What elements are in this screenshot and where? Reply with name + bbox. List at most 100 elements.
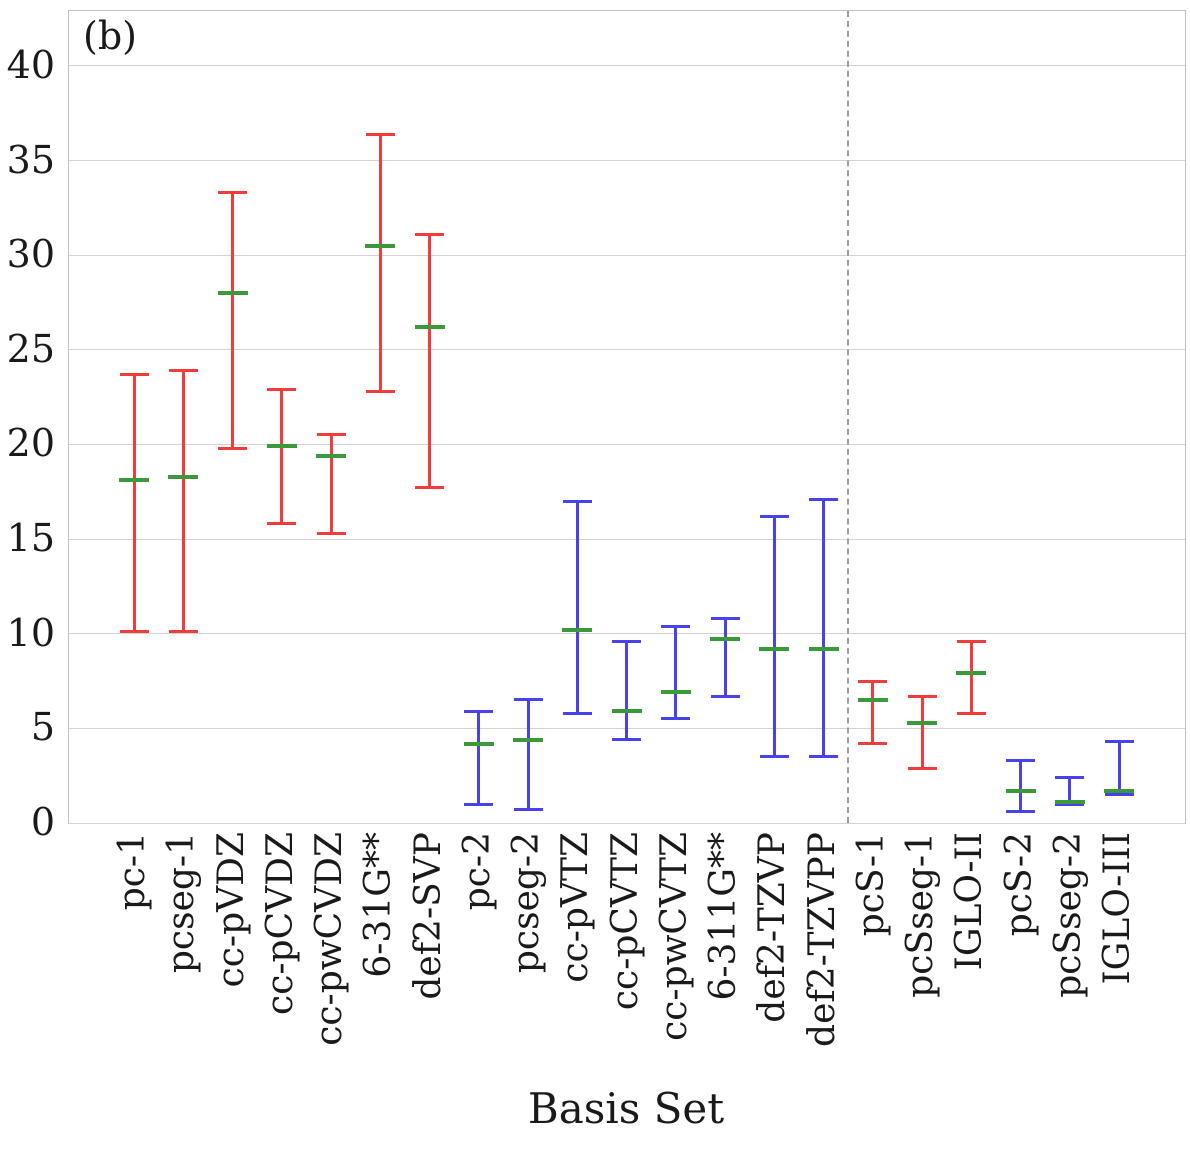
x-axis-title: Basis Set [527,1084,725,1133]
y-tick-label-25: 25 [6,326,55,371]
mean-marker [513,737,543,742]
errorbar-line [723,618,727,697]
errorbar-cap-bottom [710,694,740,698]
errorbar-cap-bottom [809,755,838,759]
mean-marker [463,741,494,746]
errorbar-cap-top [907,694,937,698]
errorbar-cap-bottom [956,711,986,715]
errorbar-line [871,681,875,744]
errorbar-cap-bottom [464,802,494,806]
gridline-y-10 [69,633,1185,635]
errorbar-cap-top [858,679,888,683]
errorbar-cap-top [365,132,395,136]
errorbar-cap-bottom [267,522,297,526]
errorbar-cap-top [464,709,494,713]
errorbar-cap-top [809,497,838,501]
errorbar-cap-top [710,617,740,621]
y-axis-tick-labels: 0 5 10 15 20 25 30 35 40 [0,0,55,1155]
x-tick-label-cc-pVDZ: cc-pVDZ [210,832,252,988]
errorbar-cap-bottom [612,738,641,742]
errorbar-cap-bottom [562,711,592,715]
mean-marker [414,325,445,330]
gridline-y-20 [69,443,1185,445]
mean-marker [1054,800,1085,805]
mean-marker [907,720,937,725]
mean-marker [562,627,593,632]
mean-marker [365,243,396,248]
gridline-y-40 [69,65,1185,67]
errorbar-cap-bottom [858,742,888,745]
errorbar-line [526,699,530,810]
errorbar-cap-top [1055,776,1085,780]
mean-marker [759,646,790,651]
errorbar-cap-bottom [907,766,937,770]
errorbar-cap-top [661,624,691,628]
y-tick-label-40: 40 [6,42,55,87]
errorbar-cap-top [267,388,297,392]
gridline-y-25 [69,349,1185,351]
errorbar-line [280,389,284,524]
y-tick-label-20: 20 [6,421,55,466]
errorbar-line [772,516,776,757]
errorbar-cap-bottom [119,630,149,634]
errorbar-cap-top [612,639,641,643]
plot-inner [69,11,1185,824]
x-tick-label-def2-TZVP: def2-TZVP [752,832,794,1023]
x-tick-label-def2-TZVPP: def2-TZVPP [801,832,843,1047]
errorbar-line [231,192,234,449]
errorbar-line [575,501,579,714]
panel-label: (b) [83,14,137,58]
errorbar-line [1117,741,1121,795]
errorbar-cap-bottom [316,531,346,535]
errorbar-cap-top [218,191,247,195]
errorbar-cap-bottom [218,446,247,450]
errorbar-line [477,711,481,805]
mean-marker [119,478,149,483]
x-tick-label-pcseg-2: pcseg-2 [506,832,547,974]
errorbar-cap-bottom [759,755,789,759]
errorbar-cap-top [1104,740,1134,744]
x-tick-label-IGLO-III: IGLO-III [1097,832,1138,985]
x-tick-label-pc-1: pc-1 [112,832,153,911]
errorbar-cap-bottom [1104,793,1134,797]
mean-marker [316,453,346,458]
x-tick-label-pcSseg-2: pcSseg-2 [1047,832,1089,998]
mean-marker [217,291,248,296]
errorbar-line [969,641,973,714]
errorbar-line [1019,760,1022,812]
errorbar-cap-bottom [513,808,543,812]
errorbar-line [920,696,924,769]
mean-marker [660,690,691,695]
errorbar-line [625,641,628,740]
y-tick-label-10: 10 [6,610,55,655]
errorbar-line [132,374,136,632]
mean-marker [808,646,839,651]
x-tick-label-pcseg-1: pcseg-1 [161,832,203,974]
errorbar-cap-top [1006,759,1035,763]
x-tick-label-cc-pCVTZ: cc-pCVTZ [604,832,646,1011]
x-tick-label-pcS-2: pcS-2 [998,832,1040,937]
errorbar-cap-bottom [168,630,198,634]
y-tick-label-30: 30 [6,232,55,277]
x-tick-label-cc-pCVDZ: cc-pCVDZ [259,832,301,1015]
errorbar-line [329,434,333,534]
x-tick-label-pcSseg-1: pcSseg-1 [900,832,941,998]
y-tick-label-0: 0 [30,800,55,844]
errorbar-cap-bottom [661,717,691,721]
errorbar-cap-top [759,514,789,518]
y-tick-label-35: 35 [6,137,55,182]
plot-area: (b) [68,10,1186,824]
x-tick-label-cc-pVTZ: cc-pVTZ [555,832,597,983]
x-tick-label-6-311G**: 6-311G** [703,832,744,1001]
x-tick-label-pc-2: pc-2 [456,832,498,911]
x-tick-label-cc-pwCVDZ: cc-pwCVDZ [309,832,350,1046]
x-tick-label-pcS-1: pcS-1 [850,832,892,937]
errorbar-line [1068,777,1072,805]
errorbar-cap-top [562,499,592,503]
errorbar-cap-top [316,433,346,437]
y-tick-label-15: 15 [6,516,55,561]
x-tick-label-def2-SVP: def2-SVP [407,832,449,1000]
x-tick-label-IGLO-II: IGLO-II [949,832,991,971]
